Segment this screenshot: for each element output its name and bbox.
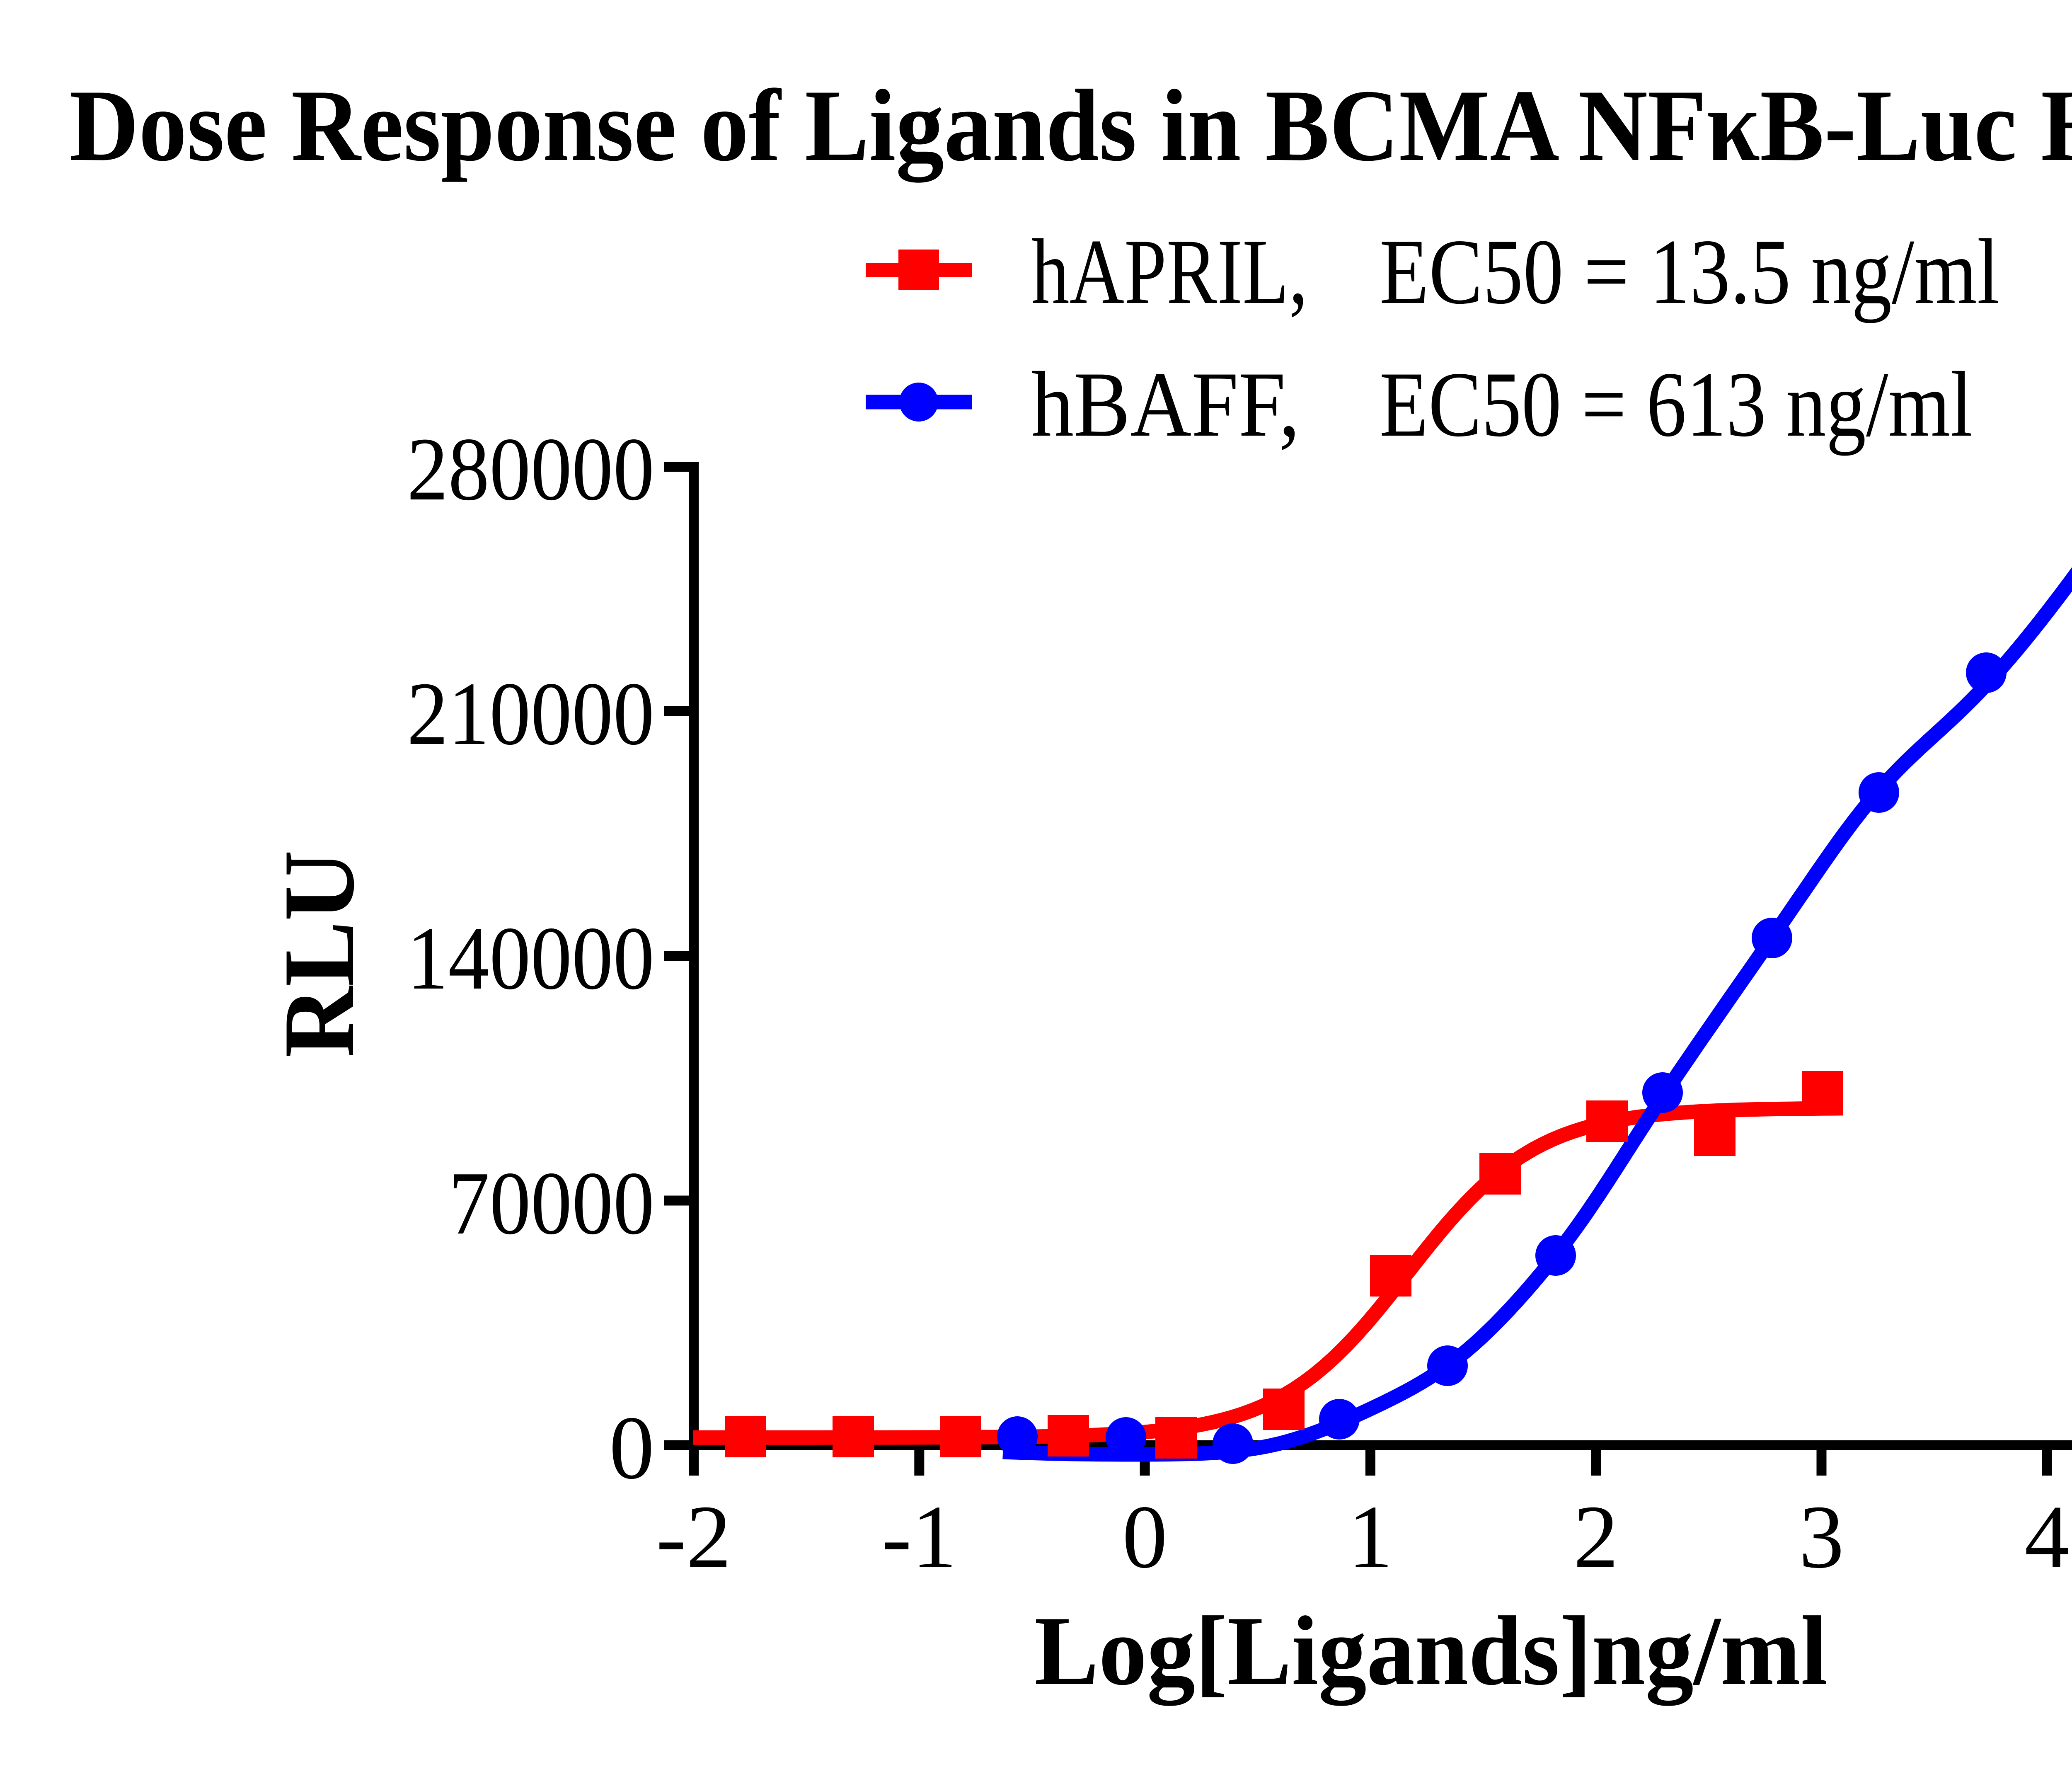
svg-text:2: 2 (1573, 1487, 1619, 1587)
svg-text:-1: -1 (881, 1487, 957, 1587)
svg-text:4: 4 (2024, 1487, 2070, 1587)
svg-text:280000: 280000 (407, 419, 654, 519)
svg-text:-2: -2 (656, 1487, 731, 1587)
svg-text:3: 3 (1799, 1487, 1844, 1587)
svg-text:1: 1 (1348, 1487, 1393, 1587)
svg-text:Log[Ligands]ng/ml: Log[Ligands]ng/ml (1034, 1596, 1828, 1706)
svg-text:EC50 = 13.5 ng/ml: EC50 = 13.5 ng/ml (1380, 220, 1999, 323)
svg-text:hAPRIL,: hAPRIL, (1031, 220, 1308, 323)
svg-text:hBAFF,: hBAFF, (1031, 352, 1300, 456)
svg-text:RLU: RLU (263, 850, 375, 1057)
svg-text:140000: 140000 (407, 909, 654, 1008)
svg-text:70000: 70000 (448, 1154, 654, 1253)
svg-text:Dose Response of Ligands in BC: Dose Response of Ligands in BCMA NFκB-Lu… (69, 68, 2072, 183)
svg-text:0: 0 (1122, 1487, 1167, 1587)
svg-text:0: 0 (609, 1398, 654, 1498)
svg-text:EC50 = 613 ng/ml: EC50 = 613 ng/ml (1380, 352, 1973, 456)
svg-text:210000: 210000 (407, 664, 654, 764)
